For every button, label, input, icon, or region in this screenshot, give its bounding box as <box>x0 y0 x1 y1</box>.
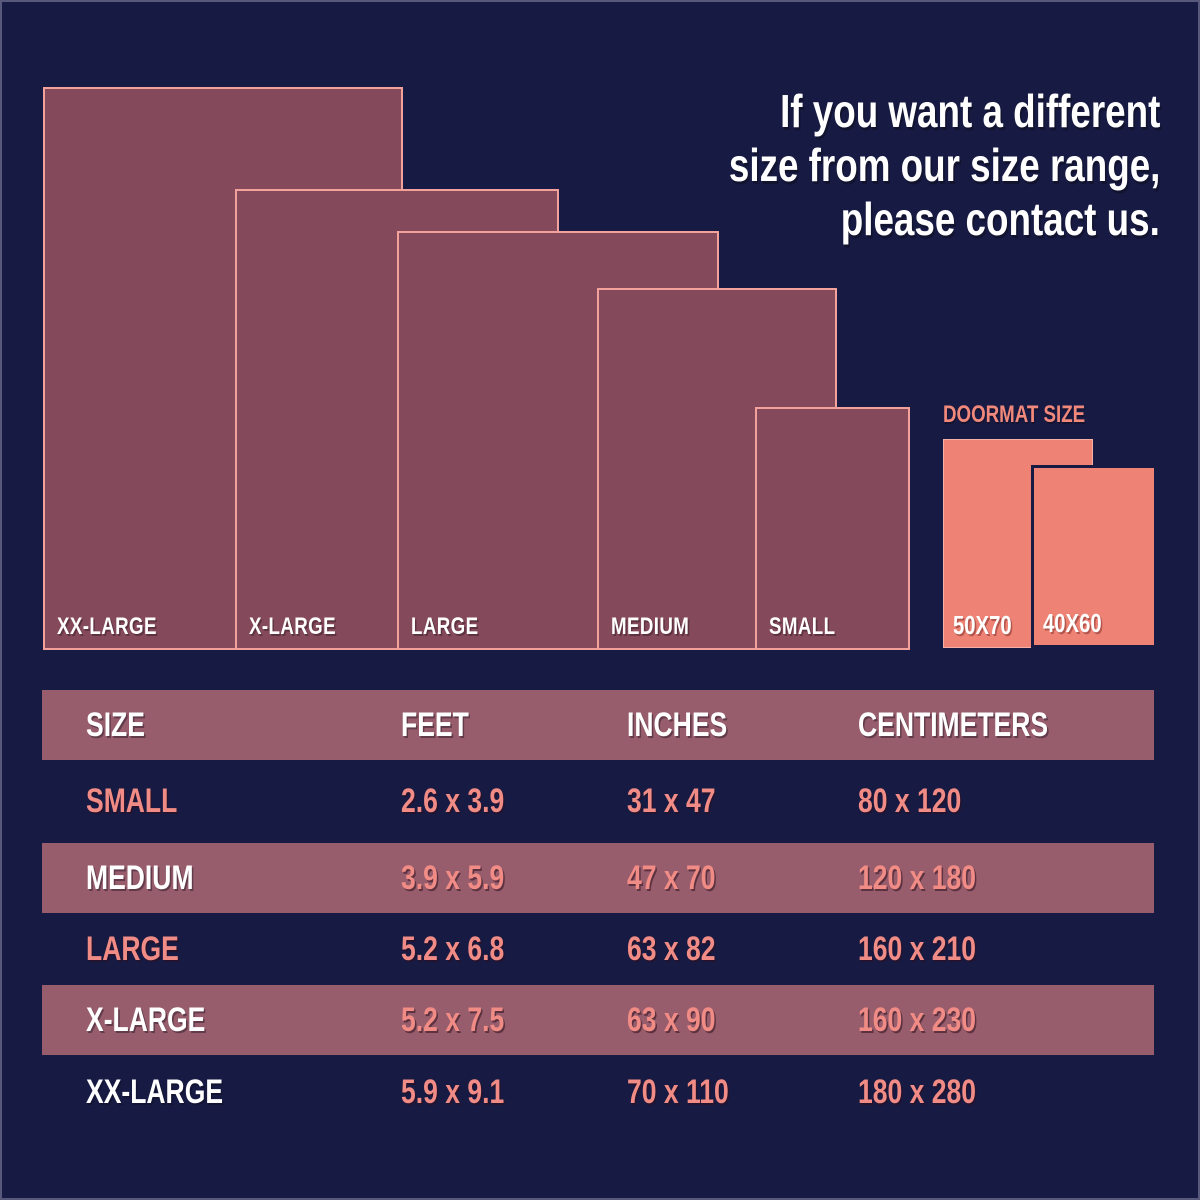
large-size-label: LARGE <box>86 930 179 968</box>
size-rect-small: SMALL <box>755 407 910 650</box>
x-large-size-label: X-LARGE <box>86 1001 206 1039</box>
size-rect-x-large-label: X-LARGE <box>249 613 336 640</box>
doormat-size-title: DOORMAT SIZE <box>943 401 1086 428</box>
header-size: SIZE <box>86 706 145 744</box>
header-feet: FEET <box>401 706 469 744</box>
small-cm: 80 x 120 <box>858 782 962 820</box>
table-medium-row-band <box>42 843 1154 913</box>
table-row-x-large: X-LARGE 5.2 x 7.5 63 x 90 160 x 230 <box>42 998 1154 1042</box>
xx-large-feet: 5.9 x 9.1 <box>401 1073 505 1111</box>
table-row-large: LARGE 5.2 x 6.8 63 x 82 160 x 210 <box>42 927 1154 971</box>
table-xlarge-row-band <box>42 985 1154 1055</box>
medium-cm: 120 x 180 <box>858 859 976 897</box>
small-size-label: SMALL <box>86 782 178 820</box>
heading-line-3: please contact us. <box>840 193 1160 245</box>
x-large-inches: 63 x 90 <box>627 1001 716 1039</box>
size-rect-large-label: LARGE <box>411 613 479 640</box>
header-inches: INCHES <box>627 706 728 744</box>
small-feet: 2.6 x 3.9 <box>401 782 505 820</box>
header-centimeters: CENTIMETERS <box>858 706 1049 744</box>
x-large-feet: 5.2 x 7.5 <box>401 1001 505 1039</box>
doormat-50x70-label: 50X70 <box>953 610 1012 640</box>
xx-large-size-label: XX-LARGE <box>86 1073 224 1111</box>
small-inches: 31 x 47 <box>627 782 716 820</box>
contact-us-heading: If you want a different size from our si… <box>560 84 1160 246</box>
medium-inches: 47 x 70 <box>627 859 716 897</box>
doormat-40x60-label: 40X60 <box>1043 608 1102 638</box>
doormat-rect-40x60: 40X60 <box>1031 465 1157 648</box>
table-header-band <box>42 690 1154 760</box>
x-large-cm: 160 x 230 <box>858 1001 976 1039</box>
table-row-small: SMALL 2.6 x 3.9 31 x 47 80 x 120 <box>42 779 1154 823</box>
size-rect-small-label: SMALL <box>769 613 836 640</box>
size-rect-xx-large-label: XX-LARGE <box>57 613 157 640</box>
large-inches: 63 x 82 <box>627 930 716 968</box>
medium-feet: 3.9 x 5.9 <box>401 859 505 897</box>
size-rect-medium-label: MEDIUM <box>611 613 690 640</box>
table-row-medium: MEDIUM 3.9 x 5.9 47 x 70 120 x 180 <box>42 856 1154 900</box>
table-header-row: SIZE FEET INCHES CENTIMETERS <box>42 703 1154 747</box>
large-feet: 5.2 x 6.8 <box>401 930 505 968</box>
heading-line-1: If you want a different <box>779 85 1160 137</box>
table-row-xx-large: XX-LARGE 5.9 x 9.1 70 x 110 180 x 280 <box>42 1070 1154 1114</box>
medium-size-label: MEDIUM <box>86 859 194 897</box>
large-cm: 160 x 210 <box>858 930 976 968</box>
heading-line-2: size from our size range, <box>728 139 1160 191</box>
xx-large-inches: 70 x 110 <box>627 1073 729 1111</box>
xx-large-cm: 180 x 280 <box>858 1073 976 1111</box>
